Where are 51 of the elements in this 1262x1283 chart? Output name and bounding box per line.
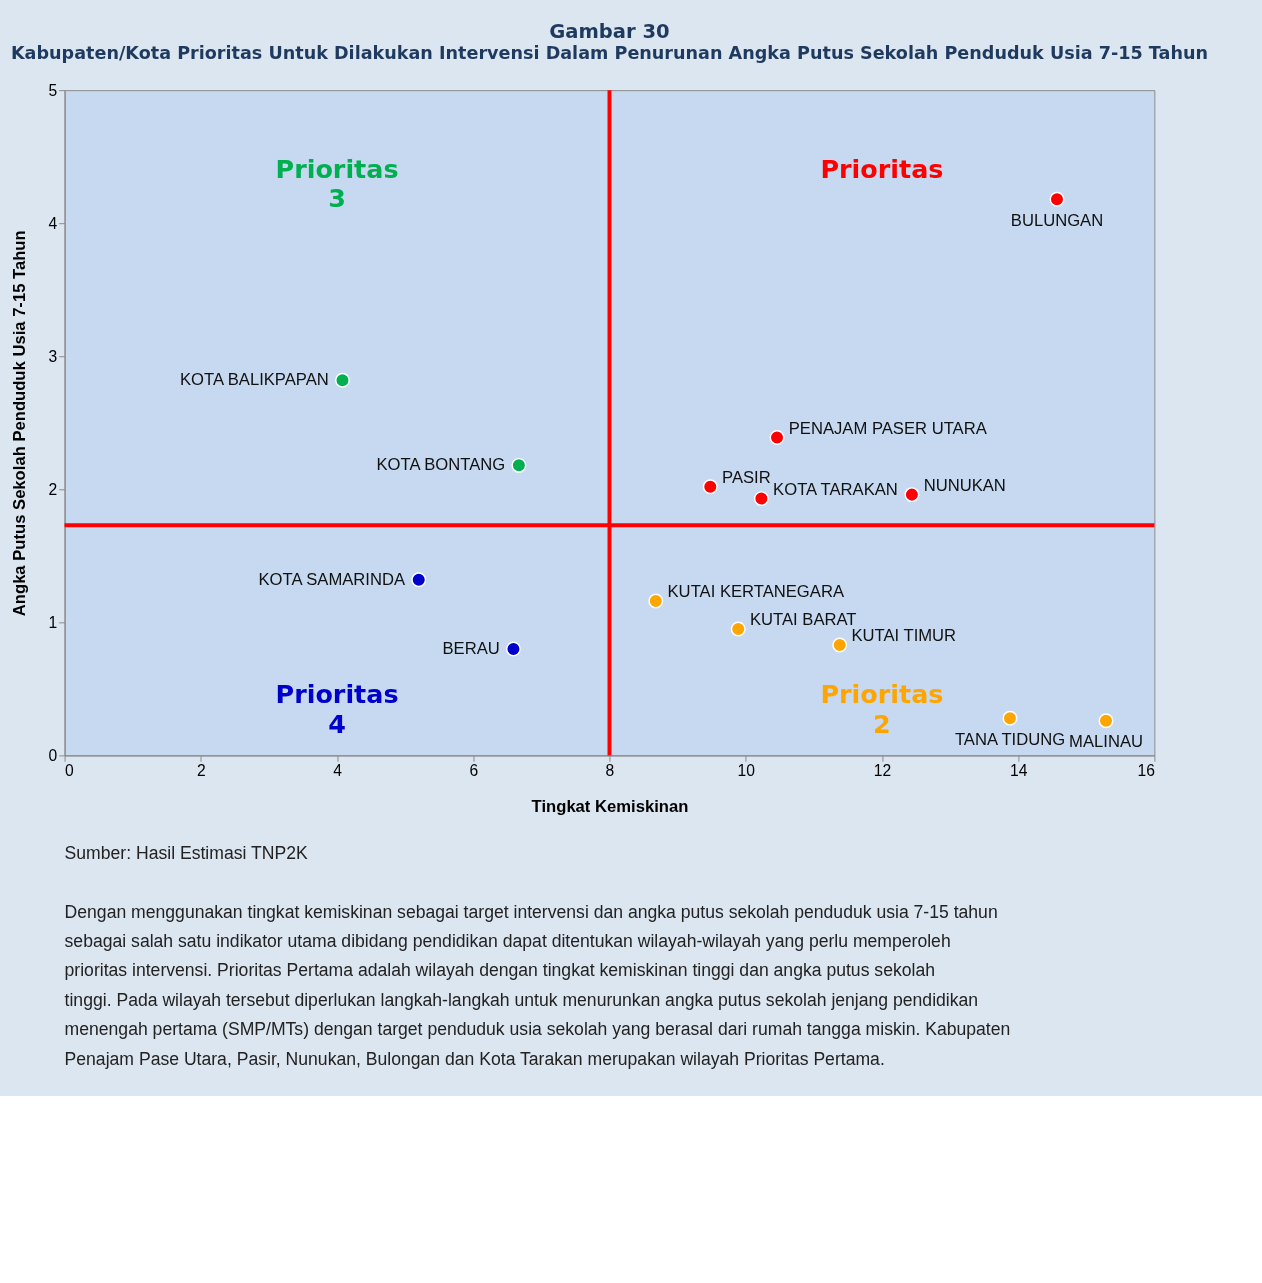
point	[730, 621, 746, 637]
text: Sumber: Hasil Estimasi TNP2K	[64, 843, 308, 864]
annotation: KOTA BALIKPAPAN	[180, 370, 329, 390]
x-tick-label: 10	[737, 762, 756, 780]
annotation: TANA TIDUNG	[954, 729, 1066, 749]
y-tick-label: 0	[48, 746, 58, 764]
x-tick-label: 4	[333, 762, 343, 780]
point	[648, 593, 664, 609]
y-tick-label: 1	[48, 613, 58, 631]
annotation: KOTA BONTANG	[376, 455, 506, 475]
x-tick-label: 16	[1137, 762, 1156, 780]
point	[334, 372, 350, 388]
chart-title: Gambar 30	[549, 20, 670, 44]
point	[1002, 710, 1018, 726]
annotation: KUTAI KERTANEGARA	[667, 582, 845, 602]
text: Prioritas	[820, 153, 944, 184]
point	[505, 641, 521, 657]
y-axis-title: Angka Putus Sekolah Penduduk Usia 7-15 Tahun	[10, 230, 30, 617]
x-tick-label: 2	[196, 762, 206, 780]
point	[904, 487, 920, 503]
text: Dengan menggunakan tingkat kemiskinan sebagai target intervensi dan angka putus sekolah penduduk usia 7-15 tahun sebagai salah satu indikator utama dibidang pendidikan dapat ditentukan wilayah-wilayah yang perlu memperoleh prioritas intervensi. Prioritas Pertama adalah wilayah dengan tingkat kemiskinan tinggi dan angka putus sekolah tinggi. Pada wilayah tersebut diperlukan langkah-langkah untuk menurunkan angka putus sekolah jenjang pendidikan menengah pertama (SMP/MTs) dengan target penduduk usia sekolah yang berasal dari rumah tangga miskin. Kabupaten Penajam Pase Utara, Pasir, Nunukan, Bulongan dan Kota Tarakan merupakan wilayah Prioritas Pertama.	[64, 901, 1011, 1069]
text: Prioritas 3	[275, 153, 399, 214]
annotation: PENAJAM PASER UTARA	[788, 418, 988, 438]
annotation: BERAU	[442, 638, 500, 658]
annotation: KOTA TARAKAN	[773, 479, 898, 499]
point	[769, 429, 785, 445]
annotation: BULUNGAN	[1010, 210, 1104, 230]
y-tick-label: 2	[48, 480, 58, 498]
y-tick-label: 3	[48, 347, 58, 365]
x-tick-label: 8	[605, 762, 615, 780]
point	[832, 637, 848, 653]
x-axis-title: Tingkat Kemiskinan	[531, 796, 689, 816]
chart-subtitle: Kabupaten/Kota Prioritas Untuk Dilakukan Intervensi Dalam Penurunan Angka Putus Sekolah Penduduk Usia 7-15 Tahun	[10, 42, 1208, 63]
point	[1049, 191, 1065, 207]
point	[753, 491, 769, 507]
text: Prioritas 4	[275, 679, 399, 739]
x-tick-label: 0	[65, 762, 75, 780]
annotation: KOTA SAMARINDA	[258, 569, 406, 589]
x-tick-label: 14	[1009, 762, 1028, 780]
annotation: MALINAU	[1069, 732, 1143, 752]
y-tick-label: 4	[48, 214, 58, 232]
x-tick-label: 6	[469, 762, 479, 780]
x-tick-label: 12	[873, 762, 892, 780]
point	[411, 572, 427, 588]
y-tick-label: 5	[48, 81, 58, 99]
point	[1098, 713, 1114, 729]
point	[702, 479, 718, 495]
annotation: PASIR	[722, 467, 771, 487]
series-label: Prioritas 2	[820, 679, 944, 739]
point	[511, 457, 527, 473]
annotation: NUNUKAN	[923, 475, 1006, 495]
